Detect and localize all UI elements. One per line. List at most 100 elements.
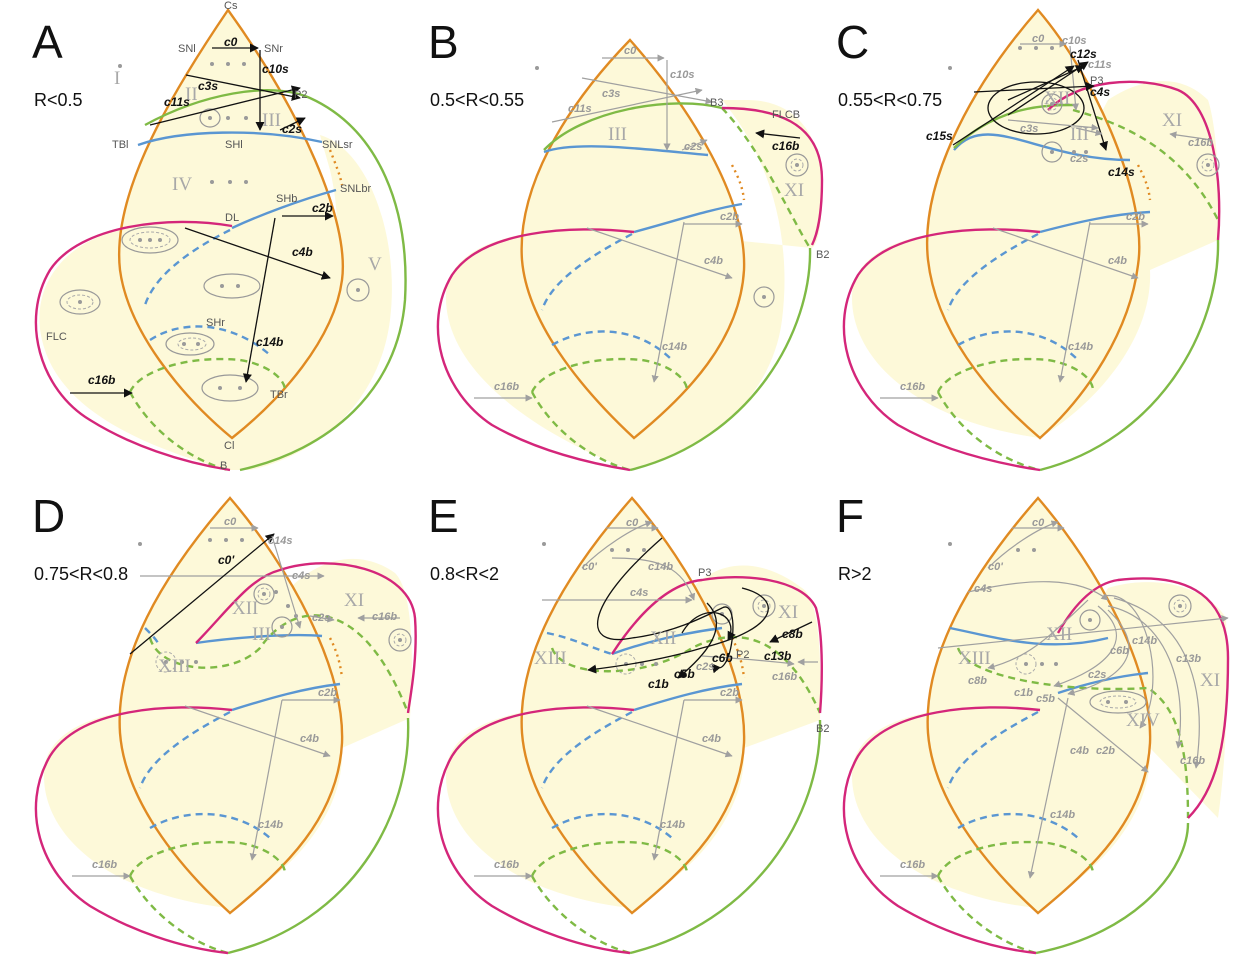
equilibrium-circle [155,651,177,673]
point-label: TBr [270,389,288,401]
region-label: XIII [158,656,191,677]
equilibrium-circle [753,286,775,308]
connection-label: c8b [782,627,803,641]
point-label: Cl [224,440,234,452]
magenta-curve-upper [1056,577,1230,819]
connection-label: c13b [764,649,791,663]
equilibrium-circle [785,153,809,177]
connection-label: c14b [1050,809,1075,821]
panel-letter: E [428,490,459,542]
blue-curve-dashed-upper [546,631,613,656]
region-label: I [114,68,120,89]
equilibrium-circle [1041,141,1063,163]
connection-label: c2b [720,211,739,223]
equilibrium-circle [271,616,293,638]
connection-label: c5b [1036,693,1055,705]
green-curve-dashed-bottom-left [128,875,229,955]
green-curve-outer [144,89,407,472]
panel-f: F R>2 [836,490,1230,955]
green-curve-outer [629,719,822,955]
region-label: III [262,110,281,131]
connection-label: c2s [312,612,330,624]
connection-label: c2s [1070,153,1088,165]
magenta-curve-upper [610,576,823,714]
connection-arrows [880,40,1213,402]
point-label: P2 [736,649,749,661]
connection-label: c14b [258,819,283,831]
equilibrium-ellipse-inner [177,337,207,351]
connection-arrows [474,520,818,880]
region-label: IV [172,174,192,195]
panel-letter: C [836,16,869,68]
panel-d: D 0.75<R<0.8 [32,490,417,955]
connection-label: c16b [88,373,115,387]
green-curve-dashed-bottom [128,391,229,472]
regime-label: R>2 [838,564,872,584]
connection-arrows [72,524,400,880]
lens-dotted-segment [730,164,746,201]
connection-label: c14b [1068,341,1093,353]
blue-curve-dashed-upper [144,627,160,644]
point-label: B2 [816,249,829,261]
connection-label: c14b [660,819,685,831]
connection-label: c6b [1110,645,1129,657]
equilibrium-ellipse [59,289,101,315]
magenta-curve [842,228,1041,472]
connection-label: c16b [900,381,925,393]
connection-label: c2b [1126,211,1145,223]
equilibrium-circle [752,594,776,618]
point-label: FLCB [772,109,800,121]
connection-label: c4s [1090,85,1110,99]
equilibrium-ellipse [121,226,179,254]
connection-label: c4b [704,255,723,267]
equilibrium-circle-inner [257,587,271,601]
point-label: SNLsr [322,139,353,151]
panel-b: B 0.5<R<0.55 [428,16,829,472]
connection-label: c2s [696,661,714,673]
equilibrium-circle-inner [1173,599,1187,613]
green-curve-dashed-bottom [936,357,1095,393]
regime-label: 0.55<R<0.75 [838,90,942,110]
connection-label: c14s [1108,165,1135,179]
connection-label: c5b [674,667,695,681]
equilibrium-circle-inner [1045,97,1059,111]
connection-label: c8b [968,675,987,687]
blue-curve-middle [633,202,743,234]
region-label: XII [1044,88,1070,109]
equilibrium-ellipse [165,332,215,356]
green-curve-dashed-bottom [530,357,689,393]
connection-label: c14b [1132,635,1157,647]
equilibrium-dots [1016,548,1128,704]
connection-label: c3s [198,79,218,93]
connection-label: c14b [256,335,283,349]
connection-label: c16b [1188,137,1213,149]
connection-label: c16b [772,139,799,153]
equilibrium-circle [1168,594,1192,618]
region-label: XII [232,598,258,619]
connection-label: c16b [900,859,925,871]
point-label: P3 [698,567,711,579]
blue-curve-upper [949,626,1109,646]
equilibrium-circle [1196,153,1220,177]
point-label: SHr [206,317,225,329]
equilibrium-ellipse [199,108,221,128]
connection-label: c4s [292,570,310,582]
blue-curve-middle [231,188,337,230]
connection-arrows [474,54,801,402]
blue-curve-middle [1039,210,1151,234]
connection-label: c14s [268,535,292,547]
equilibrium-circle [253,583,275,605]
blue-curve-dashed-left [143,228,231,306]
region-label: XI [784,180,804,201]
region-label: XII [650,628,676,649]
connection-label: c13b [1176,653,1201,665]
lower-lobe-fill [39,135,392,470]
region-label: V [368,254,382,275]
connection-label: c0 [1032,517,1045,529]
green-curve-outer [629,247,812,472]
connection-label: c4b [1070,745,1089,757]
panel-letter: A [32,16,63,68]
blue-curve-dashed-left [540,710,633,789]
connection-label: c11s [164,95,190,109]
